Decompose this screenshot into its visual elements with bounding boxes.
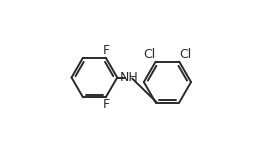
Text: Cl: Cl: [144, 48, 156, 61]
Text: F: F: [102, 98, 110, 111]
Text: Cl: Cl: [179, 48, 191, 61]
Text: NH: NH: [120, 71, 139, 84]
Text: F: F: [102, 44, 110, 57]
